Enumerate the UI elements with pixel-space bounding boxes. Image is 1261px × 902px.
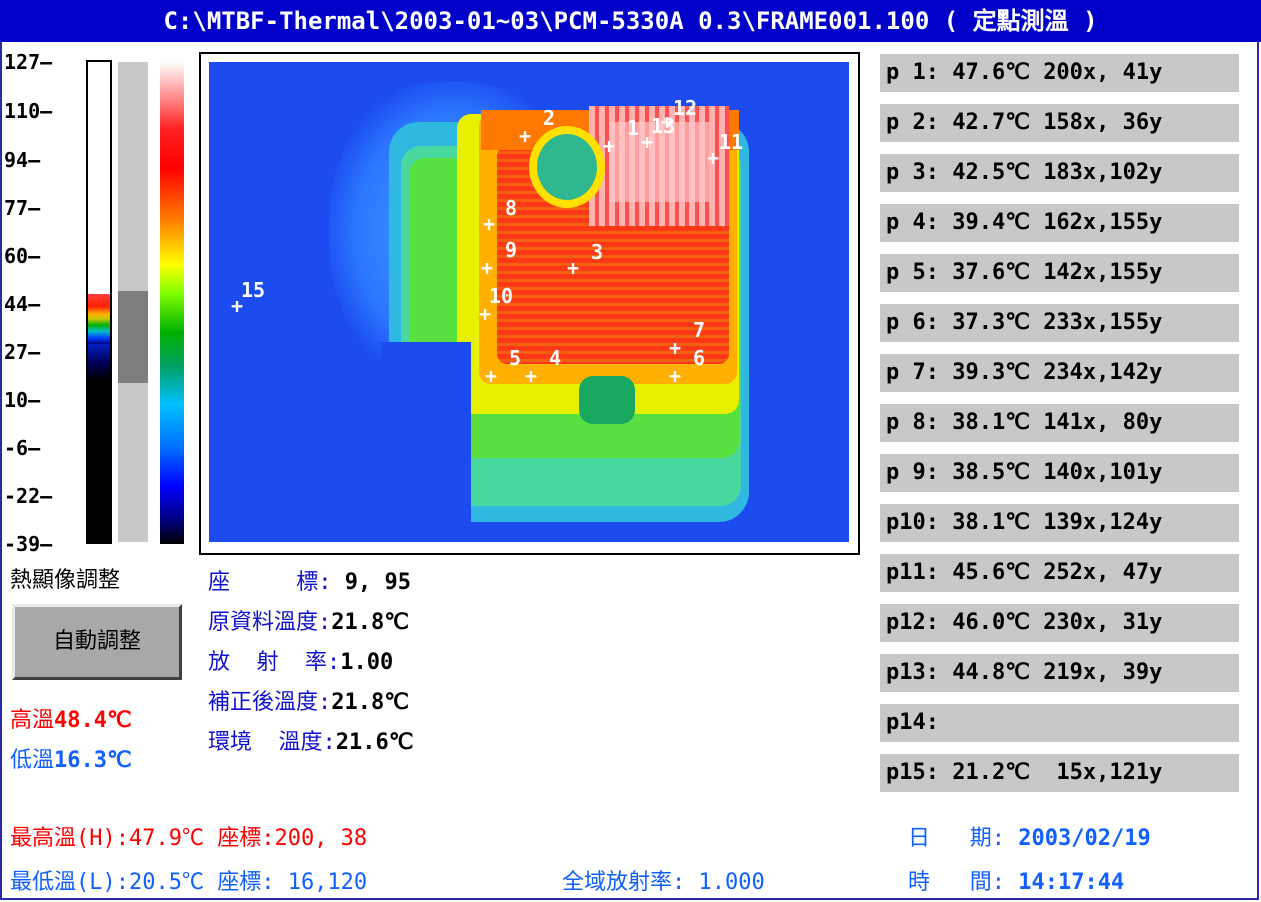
auto-adjust-button[interactable]: 自動調整	[12, 604, 182, 680]
point-row[interactable]: p12: 46.0℃ 230x, 31y	[880, 604, 1239, 642]
point-row[interactable]: p 1: 47.6℃ 200x, 41y	[880, 54, 1239, 92]
marker-8: +	[483, 212, 496, 236]
marker-3-label: 3	[591, 240, 604, 264]
corrected-temperature-readout: 補正後溫度:21.8℃	[208, 690, 409, 715]
point-row[interactable]: p 2: 42.7℃ 158x, 36y	[880, 104, 1239, 142]
marker-7-label: 7	[693, 318, 706, 342]
temperature-scale-preview	[86, 60, 112, 544]
min-temperature-summary: 最低溫(L):20.5℃ 座標: 16,120	[10, 870, 368, 895]
scale-cold-band	[88, 380, 110, 542]
time-readout: 時 間: 14:17:44	[908, 870, 1125, 895]
marker-12: +	[661, 110, 674, 134]
marker-13: +	[641, 130, 654, 154]
hot-spot-core	[609, 122, 709, 202]
scale-mid-band	[88, 344, 110, 380]
low-temp-value: 16.3℃	[54, 748, 132, 773]
scale-tick-label: 77—	[4, 196, 41, 220]
scale-tick-label: 27—	[4, 340, 41, 364]
point-row[interactable]: p 3: 42.5℃ 183x,102y	[880, 154, 1239, 192]
marker-9-label: 9	[505, 238, 518, 262]
point-row[interactable]: p11: 45.6℃ 252x, 47y	[880, 554, 1239, 592]
scale-tick-label: -22—	[4, 484, 53, 508]
marker-2: +	[519, 124, 532, 148]
marker-15-label: 15	[241, 278, 266, 302]
point-row[interactable]: p 6: 37.3℃ 233x,155y	[880, 304, 1239, 342]
coordinate-readout: 座 標: 9, 95	[208, 570, 411, 595]
scale-tick-label: 44—	[4, 292, 41, 316]
point-row[interactable]: p 8: 38.1℃ 141x, 80y	[880, 404, 1239, 442]
max-temperature-summary: 最高溫(H):47.9℃ 座標:200, 38	[10, 826, 368, 851]
raw-temperature-readout: 原資料溫度:21.8℃	[208, 610, 409, 635]
point-row[interactable]: p15: 21.2℃ 15x,121y	[880, 754, 1239, 792]
color-palette-bar	[160, 62, 184, 544]
scale-tick-label: 94—	[4, 148, 41, 172]
marker-2-label: 2	[543, 106, 556, 130]
point-row[interactable]: p13: 44.8℃ 219x, 39y	[880, 654, 1239, 692]
scale-tick-label: -6—	[4, 436, 41, 460]
marker-11-label: 11	[719, 130, 744, 154]
marker-5-label: 5	[509, 346, 522, 370]
high-temp-readout: 高溫48.4℃	[10, 708, 132, 733]
marker-11: +	[707, 146, 720, 170]
marker-6-label: 6	[693, 346, 706, 370]
marker-4-label: 4	[549, 346, 562, 370]
scale-tick-label: 127—	[4, 50, 53, 74]
thermal-adjust-title: 熱顯像調整	[10, 568, 121, 593]
marker-15: +	[231, 294, 244, 318]
marker-1-label: 1	[627, 116, 640, 140]
global-emissivity: 全域放射率: 1.000	[562, 870, 765, 895]
date-readout: 日 期: 2003/02/19	[908, 826, 1151, 851]
scale-tick-label: 110—	[4, 99, 53, 123]
point-row[interactable]: p 4: 39.4℃ 162x,155y	[880, 204, 1239, 242]
marker-1: +	[603, 134, 616, 158]
marker-10: +	[479, 302, 492, 326]
scale-tick-label: 60—	[4, 244, 41, 268]
marker-10-label: 10	[489, 284, 514, 308]
high-temp-value: 48.4℃	[54, 708, 132, 733]
marker-13-label: 13	[651, 114, 676, 138]
scale-warm-band	[88, 294, 110, 344]
point-row[interactable]: p 9: 38.5℃ 140x,101y	[880, 454, 1239, 492]
left-shadow	[381, 342, 471, 542]
low-temp-readout: 低溫16.3℃	[10, 748, 132, 773]
point-row[interactable]: p10: 38.1℃ 139x,124y	[880, 504, 1239, 542]
scale-tick-label: -39—	[4, 532, 53, 556]
scale-tick-label: 10—	[4, 388, 41, 412]
thermal-image[interactable]: + 2 + 1 + 13 + 12 + 11 + 8 + 9 + 3 + 10 …	[209, 62, 849, 542]
marker-12-label: 12	[673, 96, 698, 120]
marker-5: +	[485, 364, 498, 388]
point-row[interactable]: p14:	[880, 704, 1239, 742]
marker-8-label: 8	[505, 196, 518, 220]
marker-4: +	[525, 364, 538, 388]
marker-6: +	[669, 364, 682, 388]
fan-core	[537, 134, 597, 200]
window-title: C:\MTBF-Thermal\2003-01~03\PCM-5330A 0.3…	[0, 0, 1261, 42]
marker-9: +	[481, 256, 494, 280]
marker-7: +	[669, 336, 682, 360]
emissivity-readout: 放 射 率:1.00	[208, 650, 394, 675]
range-slider-handle[interactable]	[118, 291, 148, 383]
bottom-chip	[579, 376, 635, 424]
ambient-temperature-readout: 環境 溫度:21.6℃	[208, 730, 414, 755]
point-row[interactable]: p 5: 37.6℃ 142x,155y	[880, 254, 1239, 292]
point-row[interactable]: p 7: 39.3℃ 234x,142y	[880, 354, 1239, 392]
marker-3: +	[567, 256, 580, 280]
